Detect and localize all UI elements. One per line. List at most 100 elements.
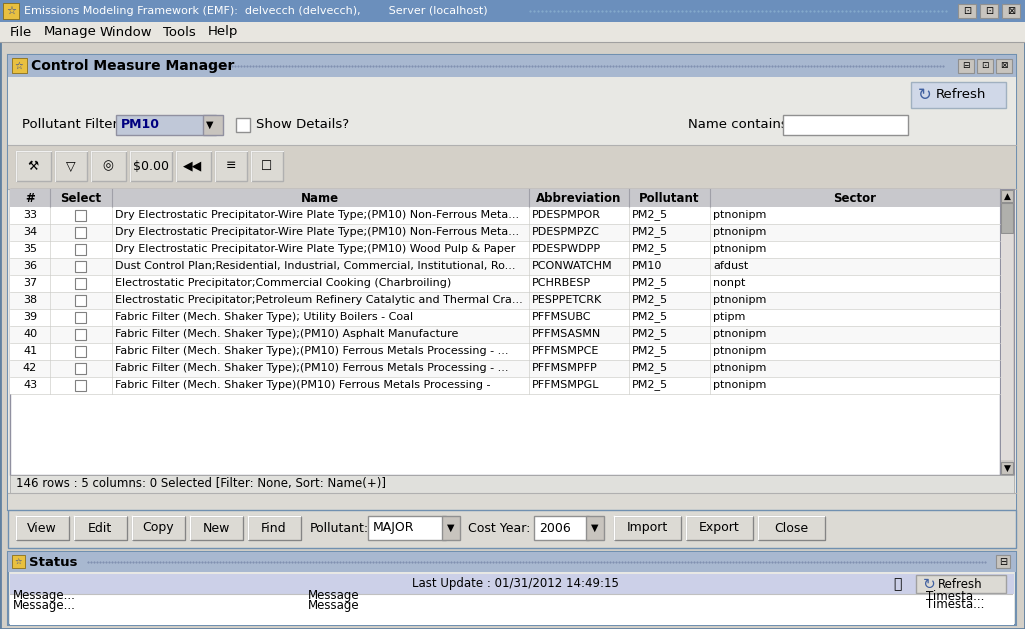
- Text: Timesta...: Timesta...: [926, 599, 984, 611]
- Bar: [8, 55, 1016, 77]
- Text: ⊠: ⊠: [1000, 62, 1008, 70]
- Text: afdust: afdust: [713, 261, 748, 271]
- Text: ☆: ☆: [6, 6, 16, 16]
- Text: 2006: 2006: [539, 521, 571, 535]
- Text: Fabric Filter (Mech. Shaker Type)(PM10) Ferrous Metals Processing -: Fabric Filter (Mech. Shaker Type)(PM10) …: [115, 380, 491, 390]
- Bar: [75, 363, 86, 374]
- Text: #: #: [26, 191, 35, 204]
- Bar: [10, 207, 1000, 224]
- Text: PESPPETCRK: PESPPETCRK: [532, 295, 603, 305]
- Text: MAJOR: MAJOR: [373, 521, 414, 535]
- Bar: [132, 516, 184, 540]
- Text: Control Measure Manager: Control Measure Manager: [31, 59, 235, 73]
- Text: 39: 39: [23, 312, 37, 322]
- Text: Name contains:: Name contains:: [688, 118, 792, 131]
- Text: Fabric Filter (Mech. Shaker Type); Utility Boilers - Coal: Fabric Filter (Mech. Shaker Type); Utili…: [115, 312, 413, 322]
- Text: PDESPMPOR: PDESPMPOR: [532, 210, 601, 220]
- Text: 37: 37: [23, 278, 37, 288]
- Text: Window: Window: [100, 26, 153, 38]
- Bar: [75, 295, 86, 306]
- Text: 146 rows : 5 columns: 0 Selected [Filter: None, Sort: Name(+)]: 146 rows : 5 columns: 0 Selected [Filter…: [16, 477, 386, 491]
- Bar: [75, 210, 86, 221]
- Text: Abbreviation: Abbreviation: [536, 191, 622, 204]
- Bar: [8, 77, 1016, 510]
- Text: Dry Electrostatic Precipitator-Wire Plate Type;(PM10) Non-Ferrous Meta...: Dry Electrostatic Precipitator-Wire Plat…: [115, 227, 519, 237]
- Text: ▼: ▼: [206, 120, 214, 130]
- Text: PCONWATCHM: PCONWATCHM: [532, 261, 613, 271]
- Text: PFFMSASMN: PFFMSASMN: [532, 329, 602, 339]
- Bar: [911, 82, 1006, 108]
- Bar: [74, 516, 127, 540]
- Text: Refresh: Refresh: [938, 577, 983, 591]
- Bar: [0, 22, 1025, 42]
- Text: ⊡: ⊡: [985, 6, 993, 16]
- Text: Sector: Sector: [833, 191, 876, 204]
- Text: ▽: ▽: [67, 160, 76, 172]
- Text: 41: 41: [23, 346, 37, 356]
- Bar: [10, 258, 1000, 275]
- Text: Copy: Copy: [142, 521, 174, 535]
- Text: Tools: Tools: [163, 26, 196, 38]
- Text: PM10: PM10: [121, 118, 160, 131]
- Text: PDESPWDPP: PDESPWDPP: [532, 244, 601, 254]
- Bar: [10, 224, 1000, 241]
- Bar: [8, 552, 1016, 625]
- Text: 43: 43: [23, 380, 37, 390]
- Bar: [10, 574, 1014, 594]
- Text: ⊟: ⊟: [962, 62, 970, 70]
- Text: ▼: ▼: [591, 523, 599, 533]
- Text: PM2_5: PM2_5: [632, 311, 668, 323]
- Bar: [758, 516, 825, 540]
- Text: ☐: ☐: [261, 160, 273, 172]
- Text: Show Details?: Show Details?: [256, 118, 350, 131]
- Text: PM2_5: PM2_5: [632, 379, 668, 391]
- Bar: [686, 516, 753, 540]
- Text: Export: Export: [699, 521, 739, 535]
- Text: Message: Message: [308, 589, 360, 603]
- Bar: [8, 493, 1016, 510]
- Bar: [534, 516, 589, 540]
- Text: ptnonipm: ptnonipm: [713, 210, 767, 220]
- Text: Pollutant: Pollutant: [639, 191, 699, 204]
- Text: ☆: ☆: [14, 557, 22, 567]
- Text: ptipm: ptipm: [713, 312, 745, 322]
- Bar: [10, 275, 1000, 292]
- Text: Timesta...: Timesta...: [926, 589, 984, 603]
- Bar: [75, 329, 86, 340]
- Bar: [10, 360, 1000, 377]
- Bar: [10, 326, 1000, 343]
- Text: File: File: [10, 26, 32, 38]
- Bar: [783, 115, 908, 135]
- Text: 40: 40: [23, 329, 37, 339]
- Text: Pollutant:: Pollutant:: [310, 521, 369, 535]
- Text: 🗑: 🗑: [893, 577, 901, 591]
- Text: View: View: [27, 521, 56, 535]
- Text: 34: 34: [23, 227, 37, 237]
- Text: PCHRBESP: PCHRBESP: [532, 278, 591, 288]
- Text: Message: Message: [308, 599, 360, 611]
- Text: 42: 42: [23, 363, 37, 373]
- Text: PM2_5: PM2_5: [632, 328, 668, 340]
- Text: ⊡: ⊡: [962, 6, 971, 16]
- Bar: [10, 189, 1000, 207]
- Text: Dry Electrostatic Precipitator-Wire Plate Type;(PM10) Non-Ferrous Meta...: Dry Electrostatic Precipitator-Wire Plat…: [115, 210, 519, 220]
- Bar: [0, 0, 1025, 22]
- Bar: [1002, 4, 1020, 18]
- Text: PFFMSMPGL: PFFMSMPGL: [532, 380, 600, 390]
- Bar: [958, 59, 974, 73]
- Text: PM2_5: PM2_5: [632, 209, 668, 220]
- Bar: [12, 555, 25, 568]
- Bar: [75, 346, 86, 357]
- Text: Pollutant Filter:: Pollutant Filter:: [22, 118, 122, 130]
- Text: Close: Close: [774, 521, 808, 535]
- Bar: [8, 510, 1016, 548]
- Text: ⊟: ⊟: [999, 557, 1007, 567]
- Text: PM2_5: PM2_5: [632, 345, 668, 357]
- Text: ptnonipm: ptnonipm: [713, 244, 767, 254]
- Text: Fabric Filter (Mech. Shaker Type);(PM10) Ferrous Metals Processing - ...: Fabric Filter (Mech. Shaker Type);(PM10)…: [115, 363, 508, 373]
- Text: PFFMSUBC: PFFMSUBC: [532, 312, 591, 322]
- Text: ≡: ≡: [226, 160, 236, 172]
- Bar: [1001, 234, 1013, 460]
- Bar: [248, 516, 301, 540]
- Text: ptnonipm: ptnonipm: [713, 346, 767, 356]
